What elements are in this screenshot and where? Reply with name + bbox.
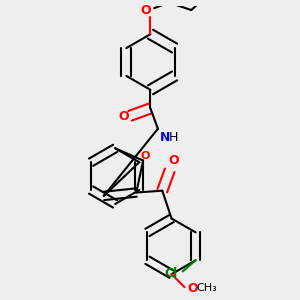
Text: O: O [140, 151, 150, 161]
Text: Cl: Cl [165, 267, 178, 280]
Text: CH₃: CH₃ [196, 283, 218, 293]
Text: O: O [140, 4, 151, 16]
Text: O: O [168, 154, 179, 167]
Text: O: O [118, 110, 129, 123]
Text: O: O [187, 282, 198, 295]
Text: H: H [169, 131, 178, 144]
Text: N: N [160, 131, 170, 144]
